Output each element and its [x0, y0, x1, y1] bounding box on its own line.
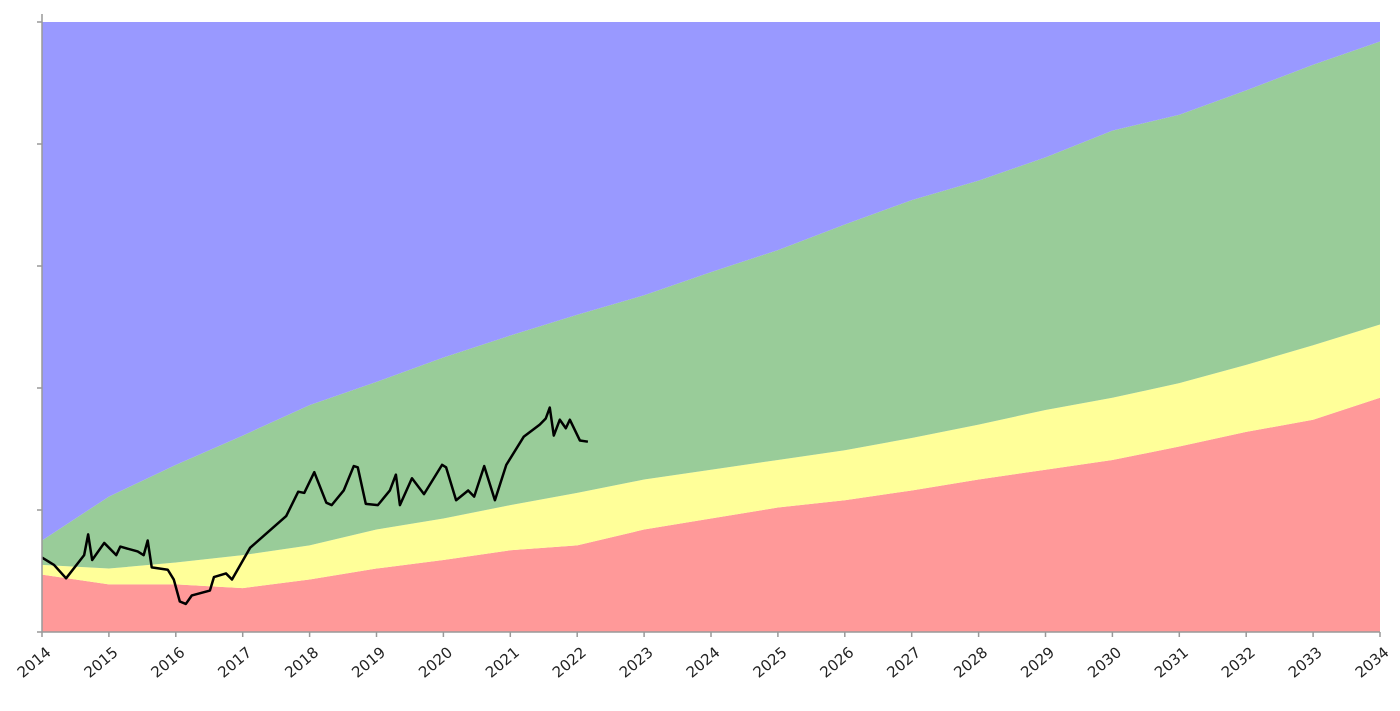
area — [42, 324, 1380, 589]
x-tick-label: 2031 — [1151, 643, 1192, 681]
x-tick-label: 2018 — [281, 643, 322, 681]
x-tick-label: 2022 — [549, 643, 590, 681]
x-tick-label: 2026 — [817, 643, 858, 681]
x-tick-label: 2027 — [883, 643, 924, 681]
x-tick-label: 2025 — [750, 643, 791, 681]
x-tick-label: 2020 — [415, 643, 456, 681]
x-tick-label: 2015 — [81, 643, 122, 681]
area — [42, 22, 1380, 541]
x-tick-label: 2028 — [950, 643, 991, 681]
x-tick-label: 2023 — [616, 643, 657, 681]
x-tick-label: 2024 — [683, 643, 724, 681]
x-tick-label: 2032 — [1218, 643, 1259, 681]
x-tick-label: 2029 — [1017, 643, 1058, 681]
x-tick-label: 2017 — [214, 643, 255, 681]
x-tick-label: 2021 — [482, 643, 523, 681]
x-tick-label: 2030 — [1084, 643, 1125, 681]
x-tick-label: 2014 — [14, 643, 55, 681]
area — [42, 397, 1380, 632]
area — [42, 41, 1380, 569]
x-tick-label: 2016 — [148, 643, 189, 681]
line — [41, 406, 589, 606]
x-tick-label: 2034 — [1352, 643, 1393, 681]
x-tick-label: 2019 — [348, 643, 389, 681]
x-tick-label: 2033 — [1285, 643, 1326, 681]
